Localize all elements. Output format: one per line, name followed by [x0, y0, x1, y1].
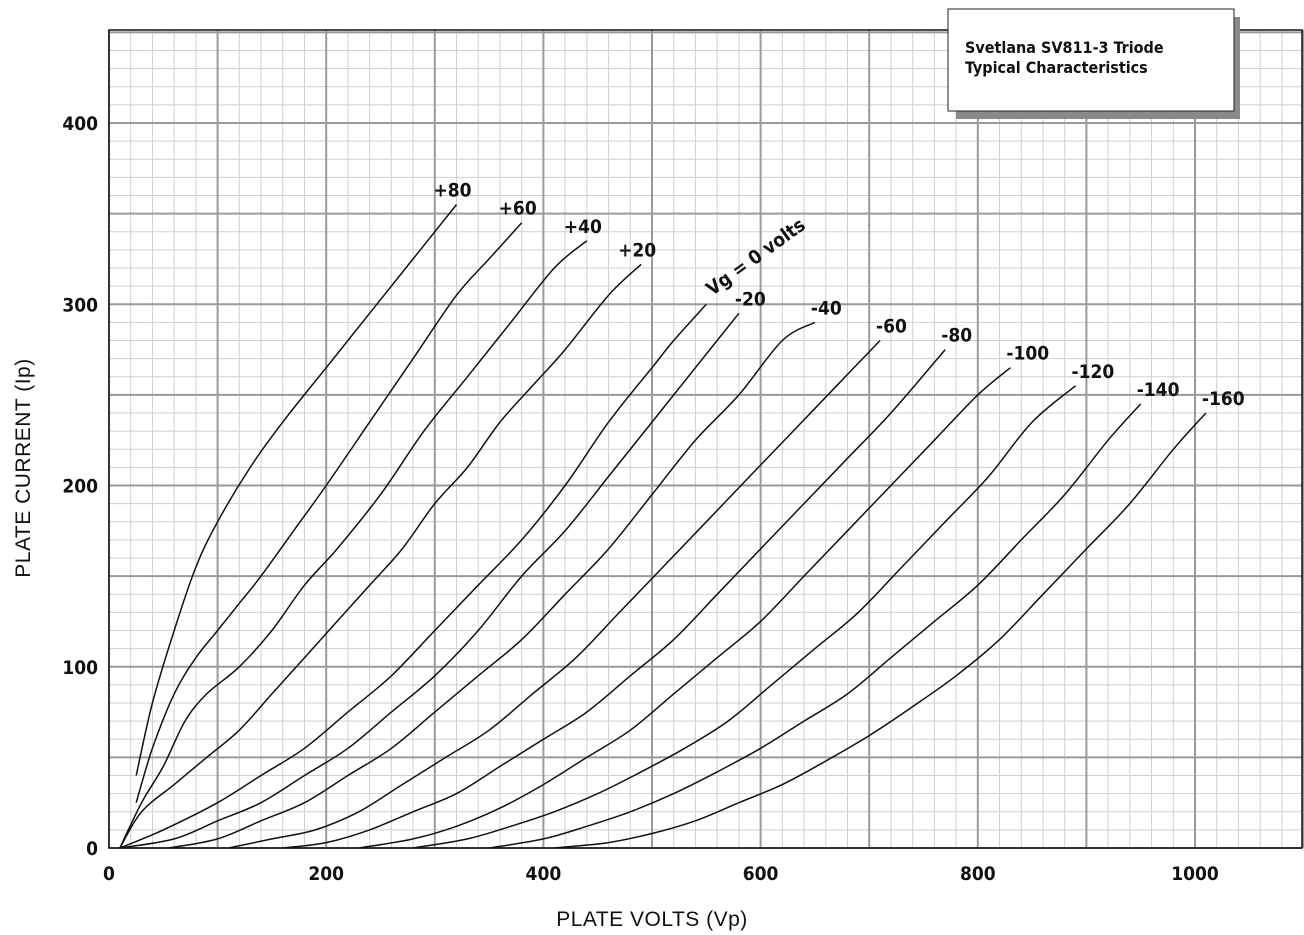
y-tick-label: 300 — [62, 294, 98, 316]
curve-line — [228, 339, 881, 849]
curve-line — [358, 367, 1011, 849]
x-tick-label: 0 — [103, 863, 115, 885]
y-tick-label: 100 — [62, 657, 98, 679]
curve-line — [135, 222, 523, 803]
curve-label: -80 — [941, 325, 972, 347]
y-tick-label: 200 — [62, 476, 98, 498]
curve-line — [135, 204, 458, 776]
y-axis-label: PLATE CURRENT (Ip) — [12, 358, 35, 577]
curve-line — [282, 349, 946, 849]
curve-line — [119, 240, 588, 849]
curve-line — [119, 263, 642, 849]
curve-line — [488, 403, 1142, 849]
x-tick-label: 600 — [743, 863, 779, 885]
plot-frame — [108, 29, 1303, 849]
curve-line — [412, 385, 1076, 849]
curve-label: -140 — [1137, 379, 1180, 401]
curve-label: +60 — [499, 198, 537, 220]
curve-label: -20 — [735, 288, 766, 310]
y-tick-labels: 0 100 200 300 400 — [62, 113, 98, 860]
x-tick-label: 200 — [308, 863, 344, 885]
y-tick-label: 400 — [62, 113, 98, 135]
curve-label: +20 — [618, 239, 656, 261]
curve-line — [168, 321, 816, 849]
curves — [119, 204, 1207, 849]
major-grid — [108, 30, 1304, 849]
curve-line — [119, 303, 707, 849]
x-tick-label: 800 — [960, 863, 996, 885]
curve-line — [554, 412, 1207, 849]
y-tick-label: 0 — [86, 838, 98, 860]
curve-label: -100 — [1006, 343, 1049, 365]
curve-line — [119, 312, 740, 849]
x-tick-labels: 0 200 400 600 800 1000 — [103, 863, 1219, 885]
curve-label: -60 — [876, 316, 907, 338]
curve-label: -160 — [1202, 388, 1245, 410]
chart-title: Svetlana SV811-3 Triode — [965, 38, 1164, 57]
curve-label: -40 — [811, 297, 842, 319]
title-box: Svetlana SV811-3 Triode Typical Characte… — [947, 8, 1240, 119]
chart-subtitle: Typical Characteristics — [965, 58, 1148, 77]
x-tick-label: 1000 — [1171, 863, 1219, 885]
x-tick-label: 400 — [526, 863, 562, 885]
curve-label: +40 — [564, 216, 602, 238]
curve-label: +80 — [433, 180, 471, 202]
minor-grid — [109, 30, 1302, 848]
x-axis-label: PLATE VOLTS (Vp) — [556, 908, 748, 931]
curve-label: -120 — [1072, 361, 1115, 383]
title-box-frame — [947, 8, 1235, 112]
